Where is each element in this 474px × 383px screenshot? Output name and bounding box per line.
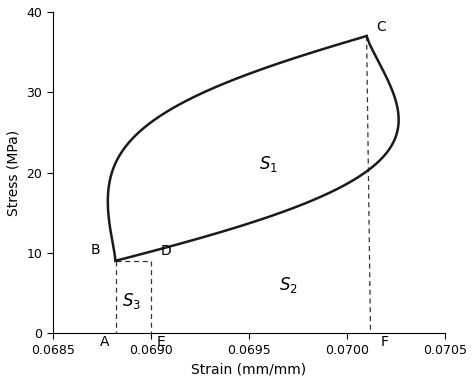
Text: $S_3$: $S_3$ xyxy=(122,291,141,311)
Text: A: A xyxy=(100,336,109,350)
Text: C: C xyxy=(376,20,386,34)
Text: F: F xyxy=(380,336,388,350)
Text: $S_1$: $S_1$ xyxy=(259,154,278,175)
Y-axis label: Stress (MPa): Stress (MPa) xyxy=(7,129,21,216)
Text: B: B xyxy=(90,243,100,257)
Text: E: E xyxy=(157,336,165,350)
X-axis label: Strain (mm/mm): Strain (mm/mm) xyxy=(191,362,307,376)
Text: $S_2$: $S_2$ xyxy=(279,275,298,295)
Text: D: D xyxy=(161,244,172,259)
